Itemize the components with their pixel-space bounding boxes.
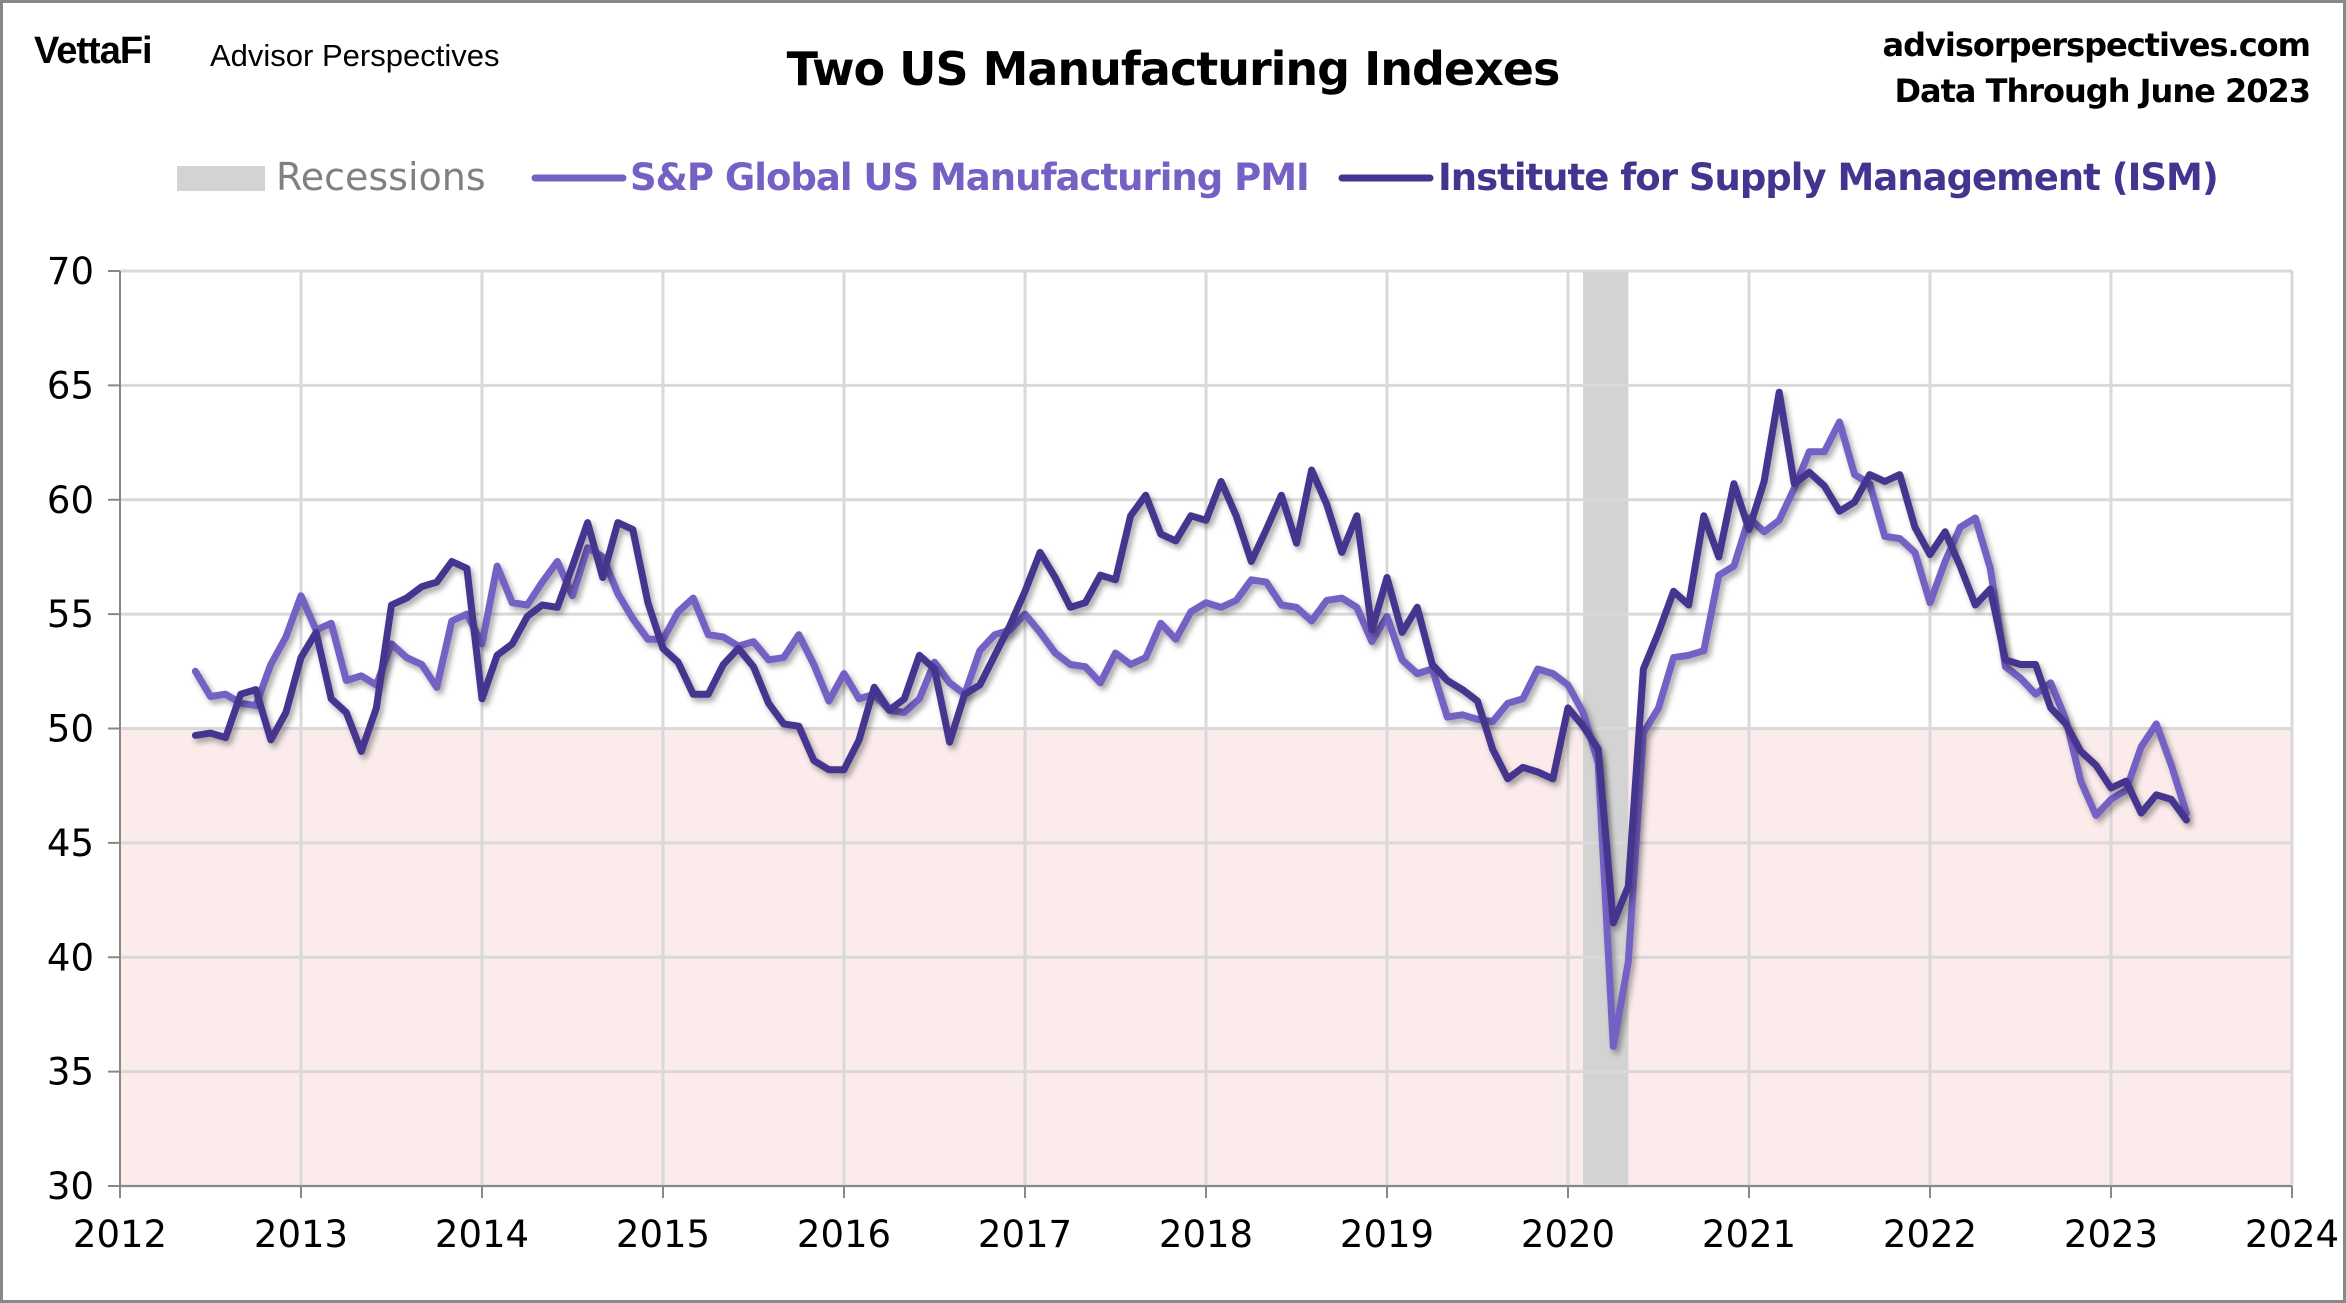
legend-ism-label: Institute for Supply Management (ISM) [1438,156,2218,199]
x-tick-label: 2017 [978,1213,1072,1256]
source-site: advisorperspectives.com [1882,26,2311,64]
legend-sp-label: S&P Global US Manufacturing PMI [630,156,1309,199]
y-tick-label: 55 [47,593,94,636]
ism-line [191,388,2190,927]
legend: Recessions S&P Global US Manufacturing P… [177,155,2219,199]
legend-recession-label: Recessions [276,155,486,199]
y-tick-label: 65 [47,364,94,407]
x-tick-label: 2013 [254,1213,348,1256]
y-tick-label: 50 [47,708,94,751]
x-tick-label: 2016 [797,1213,891,1256]
y-tick-label: 70 [47,250,94,293]
brand-name: Advisor Perspectives [210,38,500,73]
x-tick-label: 2012 [73,1213,167,1256]
y-tick-label: 40 [47,936,94,979]
vettafi-logo: VettaFi [34,30,153,72]
sp-global-pmi-line [191,418,2190,1050]
source-block: advisorperspectives.com Data Through Jun… [1882,22,2311,114]
x-tick-label: 2021 [1702,1213,1796,1256]
y-tick-label: 30 [47,1165,94,1208]
y-tick-label: 45 [47,822,94,865]
y-tick-label: 60 [47,479,94,522]
x-tick-label: 2018 [1159,1213,1253,1256]
x-tick-label: 2023 [2064,1213,2158,1256]
chart-title: Two US Manufacturing Indexes [786,42,1561,96]
x-tick-label: 2022 [1883,1213,1977,1256]
x-tick-label: 2019 [1340,1213,1434,1256]
x-tick-label: 2024 [2245,1213,2339,1256]
data-through: Data Through June 2023 [1894,72,2311,110]
legend-recession-swatch [177,166,265,191]
y-tick-label: 35 [47,1051,94,1094]
x-tick-label: 2014 [435,1213,529,1256]
x-tick-label: 2020 [1521,1213,1615,1256]
x-tick-label: 2015 [616,1213,710,1256]
